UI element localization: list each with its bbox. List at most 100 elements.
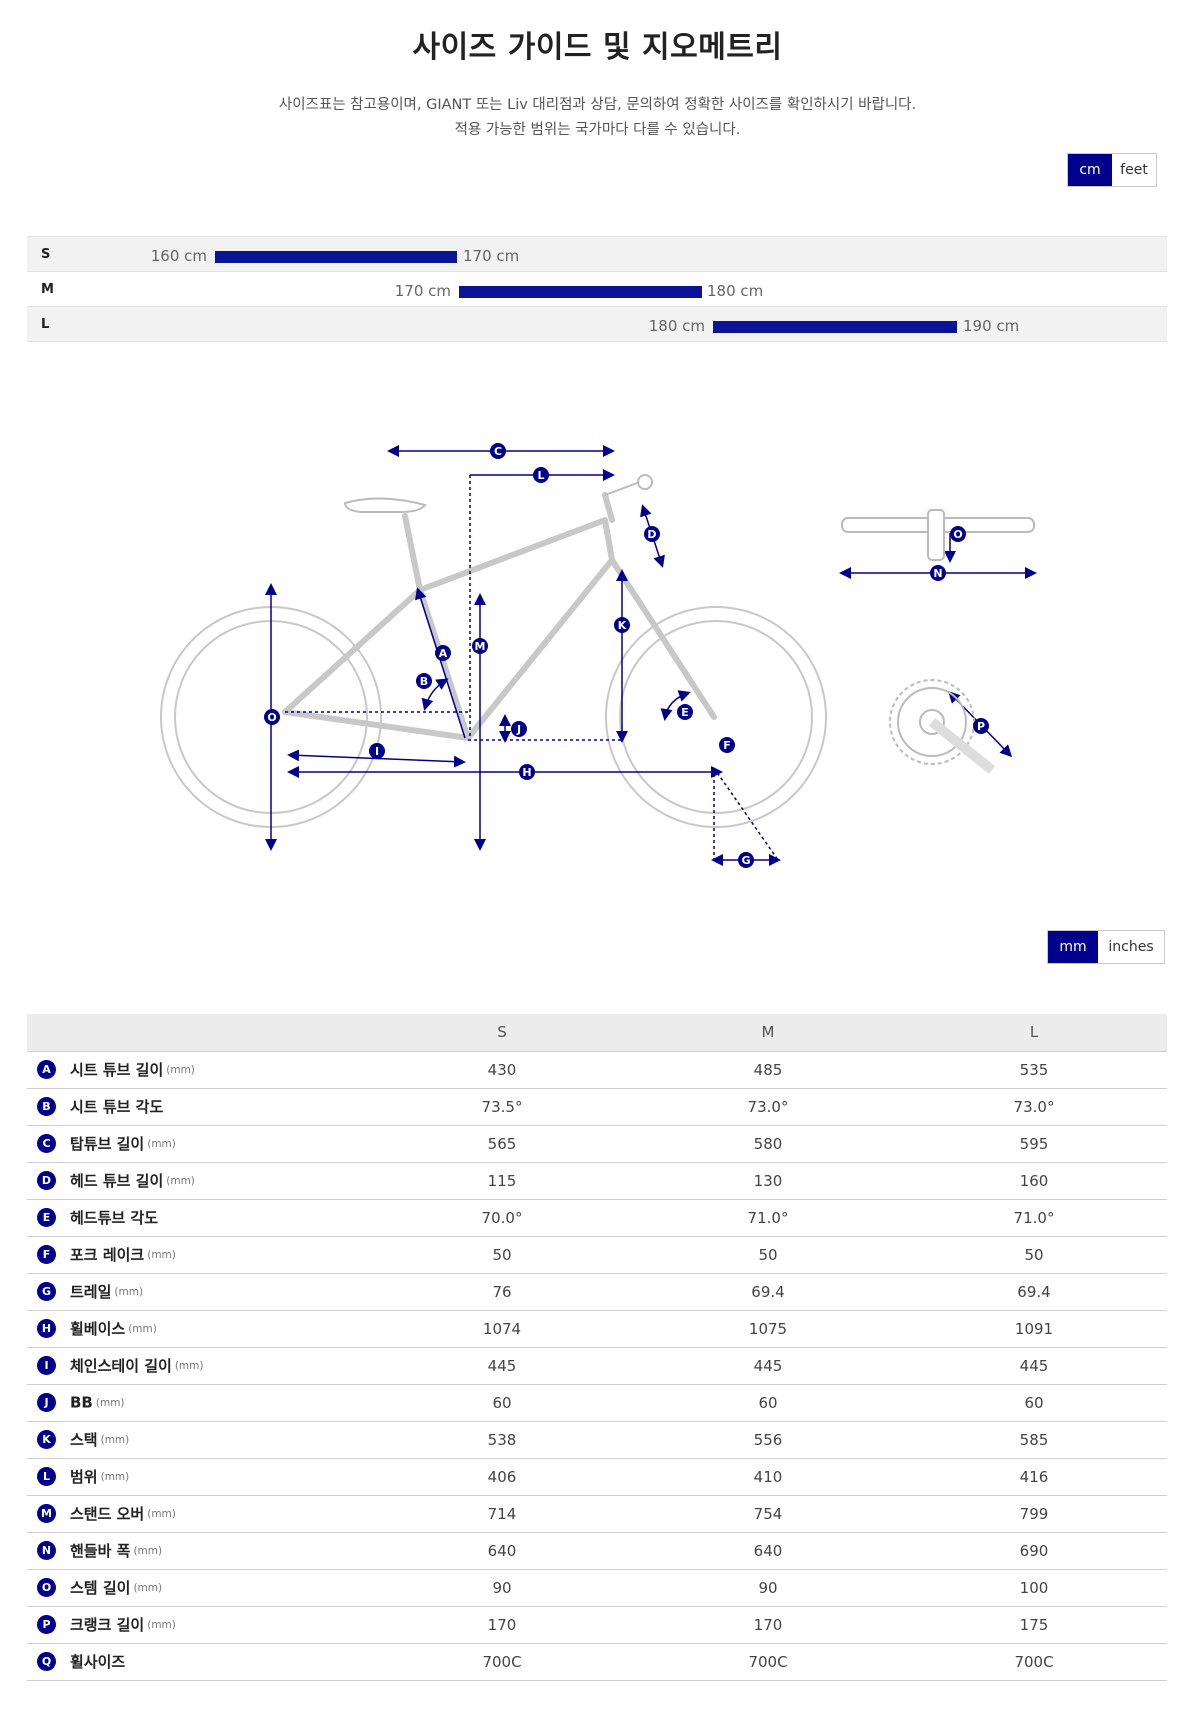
size-range-row-l: L 180 cm 190 cm [27,307,1167,342]
geometry-row-label: H 휠베이스 (mm) [27,1310,369,1348]
unit-option-inches[interactable]: inches [1098,931,1164,963]
badge-label: O [953,528,962,541]
badge-label: P [977,720,985,733]
header-size-l: L [901,1014,1167,1052]
badge-b: B [416,673,432,689]
geometry-value: 69.4 [901,1273,1167,1311]
geometry-value: 565 [369,1125,635,1163]
dimension-lines [265,445,1037,866]
measurement-name: 스템 길이 [70,1579,131,1597]
geometry-row-label: Q 휠사이즈 [27,1643,369,1681]
measurement-name: 스택 [70,1431,98,1449]
range-bar [459,286,702,298]
crankset [889,679,996,774]
measurement-name: 시트 튜브 각도 [70,1098,164,1116]
measurement-badge: G [37,1282,56,1301]
geometry-value: 100 [901,1569,1167,1607]
measurement-name: 체인스테이 길이 [70,1357,172,1375]
geometry-value: 416 [901,1458,1167,1496]
geometry-row-label: F 포크 레이크 (mm) [27,1236,369,1274]
geometry-value: 430 [369,1051,635,1089]
geometry-row: C 탑튜브 길이 (mm) 565 580 595 [27,1125,1167,1163]
geometry-value: 640 [369,1532,635,1570]
geometry-value: 130 [635,1162,901,1200]
badge-label: H [522,766,531,779]
range-bar [215,251,457,263]
badge-label: F [723,739,731,752]
badge-label: N [933,567,942,580]
measurement-name: 휠사이즈 [70,1653,126,1671]
geometry-row: Q 휠사이즈 700C 700C 700C [27,1643,1167,1681]
geometry-row: E 헤드튜브 각도 70.0° 71.0° 71.0° [27,1199,1167,1237]
unit-option-cm[interactable]: cm [1068,154,1112,186]
geometry-value: 595 [901,1125,1167,1163]
geometry-row: F 포크 레이크 (mm) 50 50 50 [27,1236,1167,1274]
measurement-unit: (mm) [174,1359,204,1372]
geometry-value: 410 [635,1458,901,1496]
header-size-s: S [369,1014,635,1052]
rider-height-size-chart: S 160 cm 170 cm M 170 cm 180 cm L 180 cm… [27,236,1167,342]
measurement-badge: B [37,1097,56,1116]
measurement-badge: A [37,1060,56,1079]
size-label: S [41,247,51,262]
badge-m: M [472,638,488,654]
geometry-row-label: K 스택 (mm) [27,1421,369,1459]
measurement-name: 탑튜브 길이 [70,1135,145,1153]
badge-f: F [719,737,735,753]
measurement-badge: M [37,1504,56,1523]
geometry-value: 580 [635,1125,901,1163]
measurement-badge: F [37,1245,56,1264]
geometry-value: 60 [635,1384,901,1422]
range-max-label: 180 cm [707,282,764,300]
range-min-label: 170 cm [394,282,451,300]
geometry-value: 700C [901,1643,1167,1681]
badge-i: I [369,743,385,759]
unit-option-mm[interactable]: mm [1048,931,1098,963]
measurement-name: 스탠드 오버 [70,1505,145,1523]
dimension-badges: C L D K M A B O E J F I H G O N P [264,443,989,868]
unit-option-feet[interactable]: feet [1112,154,1156,186]
bike-geometry-diagram: C L D K M A B O E J F I H G O N P [160,443,1037,868]
geometry-row: M 스탠드 오버 (mm) 714 754 799 [27,1495,1167,1533]
geometry-row-label: L 범위 (mm) [27,1458,369,1496]
badge-c: C [490,443,506,459]
measurement-unit: (mm) [100,1433,130,1446]
badge-j: J [511,721,527,737]
geometry-row: J BB (mm) 60 60 60 [27,1384,1167,1422]
measurement-name: 포크 레이크 [70,1246,145,1264]
size-guide-description: 사이즈표는 참고용이며, GIANT 또는 Liv 대리점과 상담, 문의하여 … [0,93,1195,143]
measurement-badge: J [37,1393,56,1412]
geometry-row-label: C 탑튜브 길이 (mm) [27,1125,369,1163]
measurement-unit: (mm) [133,1544,163,1557]
badge-h: H [519,764,535,780]
geometry-value: 70.0° [369,1199,635,1237]
geometry-value: 73.5° [369,1088,635,1126]
badge-label: E [681,706,689,719]
measurement-name: 휠베이스 [70,1320,126,1338]
measurement-name: 크랭크 길이 [70,1616,145,1634]
geometry-value: 700C [369,1643,635,1681]
badge-label: B [420,675,428,688]
geometry-value: 76 [369,1273,635,1311]
geometry-value: 50 [369,1236,635,1274]
badge-label: A [439,647,448,660]
geometry-value: 799 [901,1495,1167,1533]
badge-label: O [267,711,276,724]
geometry-value: 1091 [901,1310,1167,1348]
geometry-value: 754 [635,1495,901,1533]
measurement-unit: (mm) [147,1507,176,1520]
measurement-unit: (mm) [147,1248,176,1261]
geometry-row: H 휠베이스 (mm) 1074 1075 1091 [27,1310,1167,1348]
measurement-badge: I [37,1356,56,1375]
measurement-unit: (mm) [128,1322,157,1335]
badge-o: O [950,526,966,542]
geometry-value: 485 [635,1051,901,1089]
geometry-value: 535 [901,1051,1167,1089]
geometry-unit-toggle: mm inches [1047,930,1165,964]
geometry-value: 406 [369,1458,635,1496]
geometry-value: 90 [635,1569,901,1607]
measurement-badge: D [37,1171,56,1190]
geometry-value: 714 [369,1495,635,1533]
badge-k: K [614,617,630,633]
measurement-name: BB [70,1393,93,1412]
